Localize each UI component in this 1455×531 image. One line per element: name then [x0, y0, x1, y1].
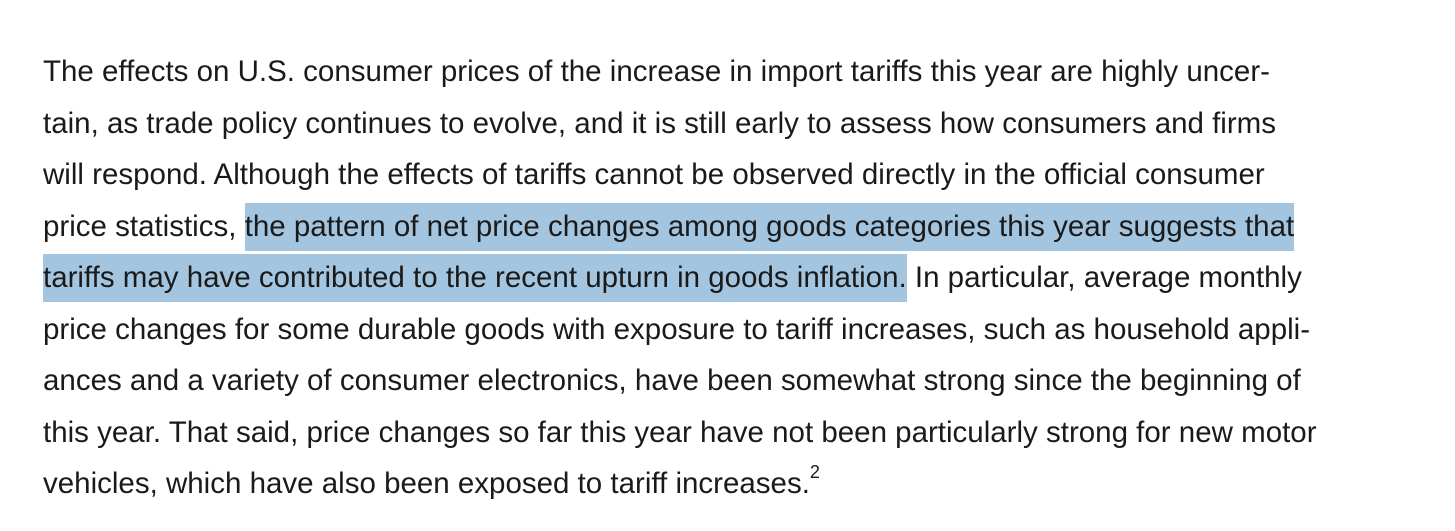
text-segment: vehicles, which have also been exposed t… [43, 467, 810, 500]
text-line: ances and a variety of consumer electron… [43, 364, 1301, 397]
text-line: this year. That said, price changes so f… [43, 415, 1317, 449]
text-line: price statistics, the pattern of net pri… [43, 201, 1438, 253]
document-paragraph: The effects on U.S. consumer prices of t… [43, 46, 1438, 510]
text-line: price changes for some durable goods wit… [43, 312, 1311, 346]
text-line: vehicles, which have also been exposed t… [43, 458, 1438, 510]
text-segment: In particular, average monthly [906, 261, 1302, 294]
selected-text[interactable]: the pattern of net price changes among g… [244, 202, 1295, 251]
text-segment: price statistics, [43, 209, 245, 243]
text-line: The effects on U.S. consumer prices of t… [43, 55, 1270, 88]
text-line: tariffs may have contributed to the rece… [43, 252, 1438, 304]
selected-text[interactable]: tariffs may have contributed to the rece… [43, 254, 907, 302]
footnote-reference[interactable]: 2 [809, 462, 820, 483]
text-line: will respond. Although the effects of ta… [43, 158, 1265, 191]
text-line: tain, as trade policy continues to evolv… [43, 106, 1277, 140]
